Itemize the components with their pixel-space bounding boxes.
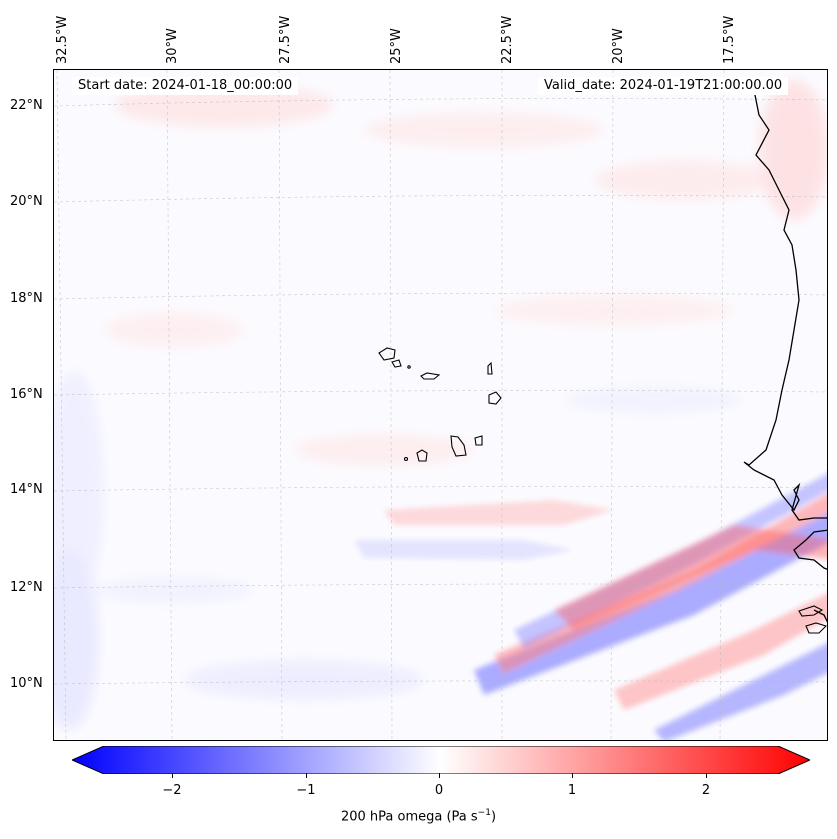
cb-tick-neg1: −1 xyxy=(296,783,316,798)
lat-label-16n: 16°N xyxy=(10,387,43,402)
cb-tick-neg2: −2 xyxy=(162,783,182,798)
cb-tickmark-neg2 xyxy=(172,773,173,778)
lat-label-18n: 18°N xyxy=(10,291,43,306)
cb-tick-2: 2 xyxy=(701,783,711,798)
lon-label-32.5w: 32.5°W xyxy=(55,15,70,64)
cb-tickmark-2 xyxy=(706,773,707,778)
cb-tick-1: 1 xyxy=(567,783,577,798)
lon-label-20w: 20°W xyxy=(611,28,626,64)
lon-label-25w: 25°W xyxy=(389,28,404,64)
cb-tick-0: 0 xyxy=(434,783,444,798)
colorbar-label-end: ) xyxy=(490,809,497,825)
graticule xyxy=(54,70,827,740)
map-field-svg xyxy=(54,70,827,740)
lat-label-22n: 22°N xyxy=(10,98,43,113)
colorbar-label-main: 200 hPa omega (Pa s xyxy=(340,809,478,825)
lon-label-30w: 30°W xyxy=(165,28,180,64)
colorbar xyxy=(72,746,810,774)
start-date: Start date: 2024-01-18_00:00:00 xyxy=(72,77,299,95)
cb-tickmark-neg1 xyxy=(306,773,307,778)
cb-tickmark-1 xyxy=(572,773,573,778)
omega-map xyxy=(53,69,828,741)
lon-label-22.5w: 22.5°W xyxy=(500,15,515,64)
wave-bands xyxy=(354,473,827,740)
africa-coastline xyxy=(743,89,827,623)
colorbar-label: 200 hPa omega (Pa s−1) xyxy=(0,808,837,824)
valid-date: Valid_date: 2024-01-19T21:00:00.00 xyxy=(538,77,789,95)
colorbar-gradient xyxy=(72,746,810,774)
lat-label-10n: 10°N xyxy=(10,676,43,691)
lat-label-20n: 20°N xyxy=(10,194,43,209)
colorbar-label-sup: −1 xyxy=(477,808,491,818)
cape-verde-islands xyxy=(378,347,827,634)
lon-label-27.5w: 27.5°W xyxy=(278,15,293,64)
lat-label-14n: 14°N xyxy=(10,482,43,497)
lon-label-17.5w: 17.5°W xyxy=(722,15,737,64)
background-field xyxy=(54,80,827,730)
cb-tickmark-0 xyxy=(439,773,440,778)
lat-label-12n: 12°N xyxy=(10,580,43,595)
